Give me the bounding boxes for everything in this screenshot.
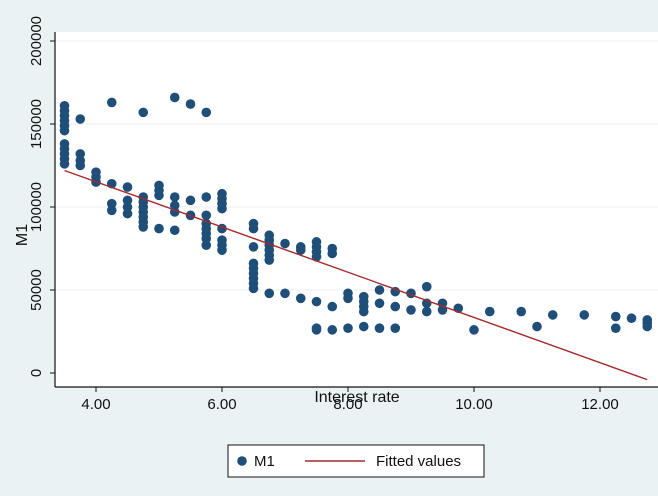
y-tick-label: 50000 xyxy=(28,269,45,311)
y-axis-ticks: 0 50000 100000 150000 200000 xyxy=(28,16,55,377)
x-tick-label: 4.00 xyxy=(81,396,110,413)
data-point xyxy=(469,325,479,335)
data-point xyxy=(421,281,432,292)
data-point xyxy=(248,242,259,252)
data-point xyxy=(264,288,275,299)
data-point xyxy=(185,195,196,206)
data-point xyxy=(138,107,149,118)
data-point xyxy=(154,190,164,201)
data-point xyxy=(106,97,117,108)
data-point xyxy=(374,323,385,333)
data-point xyxy=(390,301,401,312)
data-point xyxy=(59,159,70,169)
data-point xyxy=(75,149,86,159)
data-point xyxy=(327,301,338,312)
data-point xyxy=(122,202,133,212)
data-point xyxy=(280,288,290,299)
legend-label-fitted-values: Fitted values xyxy=(376,453,461,470)
data-point xyxy=(169,200,180,211)
data-point xyxy=(343,293,353,304)
y-axis-title: M1 xyxy=(14,224,31,246)
x-tick-label: 12.00 xyxy=(581,396,619,413)
data-point xyxy=(311,251,322,262)
data-point xyxy=(201,233,212,244)
data-point xyxy=(358,306,369,317)
plot-area xyxy=(55,32,658,387)
data-point xyxy=(610,311,621,322)
y-tick-label: 0 xyxy=(28,369,45,377)
data-point xyxy=(122,208,133,219)
data-point xyxy=(201,192,212,202)
fitted-line xyxy=(64,169,648,381)
gridlines xyxy=(55,40,658,291)
data-point xyxy=(75,160,86,171)
x-axis-ticks: 4.00 6.00 8.00 10.00 12.00 xyxy=(81,387,619,413)
x-axis-title: Interest rate xyxy=(314,389,399,406)
data-point xyxy=(169,192,180,202)
data-point xyxy=(154,223,164,234)
legend: M1 Fitted values xyxy=(227,444,485,478)
data-point xyxy=(327,325,338,335)
data-point xyxy=(122,182,133,192)
data-point xyxy=(327,248,338,259)
y-tick-label: 100000 xyxy=(28,182,45,232)
data-point xyxy=(547,310,558,320)
y-tick-label: 150000 xyxy=(28,99,45,149)
data-point xyxy=(516,306,527,317)
data-point xyxy=(343,323,353,333)
data-point xyxy=(59,125,70,136)
data-point xyxy=(579,310,590,320)
data-point xyxy=(264,255,275,265)
data-point xyxy=(169,92,180,103)
legend-marker-m1 xyxy=(237,456,247,466)
data-point xyxy=(106,198,117,209)
data-point xyxy=(122,195,133,206)
legend-label-m1: M1 xyxy=(254,453,275,470)
data-point xyxy=(390,286,401,297)
data-point xyxy=(358,321,369,332)
data-point xyxy=(248,223,259,234)
data-point xyxy=(248,283,259,294)
data-point xyxy=(421,306,432,317)
data-point xyxy=(201,210,212,221)
data-point xyxy=(217,203,227,214)
data-point xyxy=(280,238,290,249)
x-tick-label: 10.00 xyxy=(455,396,493,413)
data-point xyxy=(138,222,149,232)
series-m1 xyxy=(59,92,653,335)
data-point xyxy=(374,298,385,309)
data-point xyxy=(185,99,196,109)
y-tick-label: 200000 xyxy=(28,16,45,66)
data-point xyxy=(169,225,180,236)
data-point xyxy=(390,323,401,333)
data-point xyxy=(201,240,212,250)
data-point xyxy=(484,306,495,317)
data-point xyxy=(642,321,653,332)
x-tick-label: 6.00 xyxy=(207,396,236,413)
x-tick-label: 8.00 xyxy=(333,396,362,413)
series-fitted-values xyxy=(64,169,648,381)
data-point xyxy=(201,107,212,118)
data-point xyxy=(75,114,86,124)
data-point xyxy=(374,285,385,295)
data-point xyxy=(610,323,621,333)
data-point xyxy=(311,296,322,307)
data-point xyxy=(626,313,637,324)
axes xyxy=(54,32,658,388)
data-point xyxy=(217,245,227,255)
data-point xyxy=(532,321,542,332)
data-point xyxy=(311,325,322,335)
data-point xyxy=(295,293,306,304)
data-point xyxy=(295,245,306,255)
data-point xyxy=(406,305,416,315)
data-point xyxy=(106,205,117,216)
